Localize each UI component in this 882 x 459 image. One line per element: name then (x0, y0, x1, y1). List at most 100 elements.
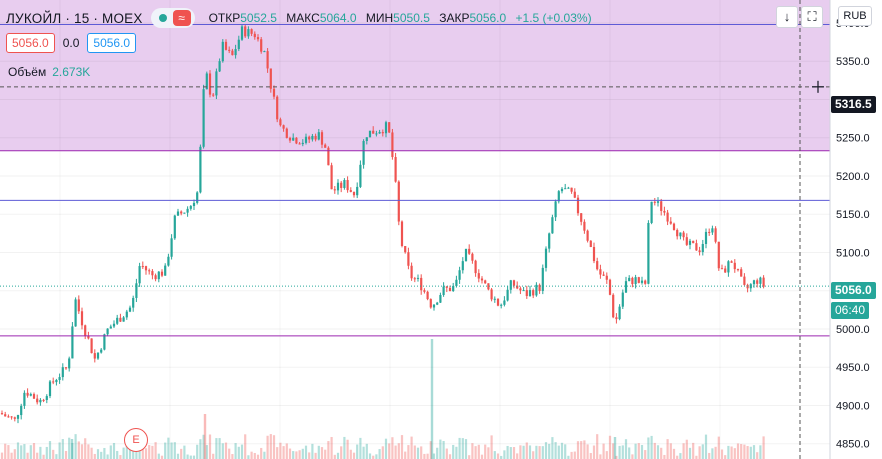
volume-bar (68, 437, 71, 459)
volume-bar (269, 434, 272, 459)
volume-bar (596, 434, 599, 459)
high-value: 5064.0 (319, 11, 357, 25)
candle-body (628, 277, 631, 282)
volume-bar (189, 455, 192, 459)
volume-bar (448, 454, 452, 459)
candle-body (173, 215, 176, 239)
candle-body (109, 326, 112, 329)
volume-bar (394, 445, 397, 459)
volume-bar (695, 455, 698, 459)
volume-bar (116, 450, 119, 459)
candle-body (359, 164, 362, 187)
volume-bar (423, 453, 426, 459)
status-pill[interactable]: ≈ (150, 8, 195, 28)
buy-button[interactable]: 5056.0 (87, 33, 137, 53)
candle-body (458, 270, 461, 280)
candle-body (573, 191, 576, 198)
volume-bar (295, 451, 298, 459)
volume-spike (203, 414, 207, 459)
ohlc-values: ОТКР5052.5 МАКС5064.0 МИН5050.5 ЗАКР5056… (209, 11, 598, 25)
volume-bar (647, 437, 650, 459)
currency-button[interactable]: RUB (838, 6, 872, 26)
candle-body (128, 307, 132, 312)
candle-body (762, 277, 765, 287)
spread-value: 0.0 (62, 36, 80, 50)
candle-body (736, 269, 740, 271)
candle-body (151, 271, 154, 276)
candle-body (352, 191, 356, 196)
candle-body (576, 197, 580, 214)
candle-body (624, 281, 628, 293)
volume-bar (52, 449, 55, 459)
volume-bar (679, 453, 682, 459)
candle-body (480, 278, 484, 281)
candle-body (442, 286, 445, 295)
candle-body (682, 232, 685, 238)
volume-bar (500, 455, 503, 459)
volume-bar (103, 447, 106, 459)
candle-body (212, 94, 215, 96)
candle-body (391, 132, 394, 158)
volume-bar (192, 455, 196, 459)
candle-body (346, 180, 349, 191)
candle-body (276, 96, 279, 120)
volume-bar (660, 447, 663, 459)
candle-body (180, 211, 183, 214)
volume-bar (362, 446, 365, 459)
volume-bar (554, 442, 557, 459)
candle-body (381, 132, 384, 134)
open-value: 5052.5 (240, 11, 277, 25)
candle-body (471, 253, 474, 261)
volume-bar (151, 445, 154, 459)
volume-bar (64, 450, 68, 459)
volume-bar (439, 439, 442, 459)
candle-body (231, 50, 234, 56)
candle-body (39, 399, 42, 403)
candle-body (554, 201, 557, 218)
candle-body (586, 230, 589, 241)
fullscreen-icon[interactable]: ⛶ (801, 6, 823, 28)
volume-bar (573, 451, 576, 459)
candle-body (100, 349, 103, 353)
candle-body (724, 268, 727, 273)
candle-body (308, 136, 311, 140)
volume-bar (458, 437, 461, 459)
high-label: МАКС (286, 11, 320, 25)
volume-bar (503, 450, 506, 459)
candle-body (119, 317, 122, 322)
candle-body (356, 186, 359, 196)
candle-body (404, 245, 407, 253)
volume-bar (704, 434, 708, 459)
volume-bar (400, 435, 404, 459)
candle-body (666, 212, 669, 222)
candle-body (432, 304, 436, 308)
volume-bar (228, 448, 231, 459)
volume-bar (711, 448, 714, 459)
candle-body (90, 338, 93, 354)
download-icon[interactable]: ↓ (776, 6, 798, 28)
volume-bar (749, 446, 752, 459)
volume-bar (519, 445, 522, 459)
volume-bar (708, 452, 711, 459)
volume-bar (320, 447, 324, 459)
low-label: МИН (365, 11, 394, 25)
candle-body (672, 223, 676, 230)
candle-body (74, 299, 77, 327)
candle-body (455, 279, 458, 286)
candle-body (717, 241, 720, 269)
candle-body (596, 261, 599, 270)
volume-bar (404, 451, 407, 459)
change-value: +1.5 (+0.03%) (515, 11, 592, 25)
price-tick-label: 4900.0 (836, 400, 870, 412)
volume-bar (650, 435, 653, 459)
candle-body (77, 299, 80, 312)
volume-bar (199, 439, 202, 459)
candle-body (324, 144, 327, 148)
volume-bar (202, 434, 205, 459)
sell-button[interactable]: 5056.0 (6, 33, 55, 53)
earnings-badge[interactable]: E (124, 428, 148, 452)
volume-bar (272, 435, 276, 459)
candle-body (538, 284, 541, 291)
volume-bar (381, 446, 384, 459)
